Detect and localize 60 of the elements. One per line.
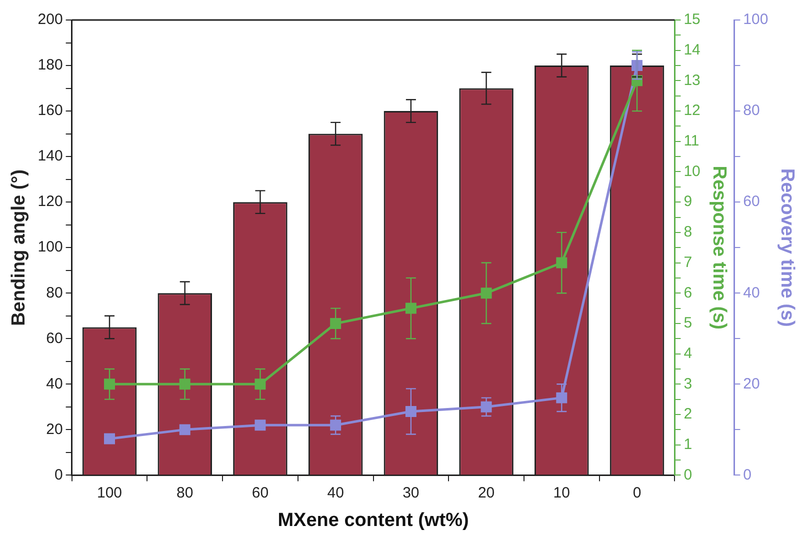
x-tick-label: 30 (402, 484, 420, 502)
y-tick-label: 100 (38, 238, 63, 256)
y2-tick-label: 10 (684, 162, 700, 180)
y2-tick-label: 13 (684, 72, 700, 89)
y-tick-label: 60 (46, 330, 63, 347)
point (104, 378, 115, 390)
y-tick-label: 140 (38, 148, 63, 165)
x-axis-title: MXene content (wt%) (278, 510, 469, 531)
point (179, 378, 190, 390)
y-tick-label: 20 (46, 420, 63, 438)
point (254, 420, 266, 431)
x-tick-label: 40 (327, 484, 344, 502)
y-tick-label: 80 (46, 284, 63, 302)
x-tick-label: 20 (478, 484, 495, 502)
y2-tick-label: 4 (684, 344, 692, 362)
point (632, 60, 643, 72)
point (104, 433, 115, 444)
x-tick-label: 10 (553, 484, 570, 502)
x-tick-label: 100 (96, 484, 122, 502)
point (179, 424, 190, 436)
x-tick-label: 60 (252, 484, 269, 502)
y2-tick-label: 12 (684, 102, 700, 120)
y2-tick-label: 6 (684, 284, 692, 302)
y2-axis-title: Response time (s) (708, 166, 730, 330)
y3-axis-title: Recovery time (s) (776, 168, 798, 327)
x-tick-label: 80 (176, 484, 194, 502)
point (480, 288, 492, 299)
y-tick-label: 180 (38, 56, 63, 74)
y-tick-label: 0 (54, 466, 63, 484)
point (405, 406, 416, 417)
point (330, 420, 342, 431)
point (556, 257, 568, 268)
y3-tick-label: 60 (743, 193, 760, 210)
y3-tick-label: 20 (743, 375, 760, 392)
y2-tick-label: 1 (684, 436, 692, 453)
x-tick-label: 0 (632, 484, 642, 502)
y3-tick-label: 40 (743, 284, 760, 302)
y3-tick-label: 80 (743, 102, 760, 120)
y2-tick-label: 11 (684, 132, 700, 150)
y2-tick-label: 8 (684, 224, 692, 241)
y2-tick-label: 5 (684, 314, 692, 332)
y2-tick-label: 0 (684, 466, 692, 484)
y2-tick-label: 15 (684, 11, 700, 28)
y2-tick-label: 14 (684, 41, 700, 58)
point (556, 392, 568, 404)
y2-tick-label: 2 (684, 406, 692, 423)
y-tick-label: 160 (38, 102, 63, 120)
point (480, 401, 492, 412)
point (330, 318, 342, 329)
y-tick-label: 40 (46, 375, 63, 392)
y2-tick-label: 9 (684, 193, 692, 210)
y2-tick-label: 7 (684, 254, 692, 271)
y-tick-label: 120 (38, 193, 63, 210)
y2-tick-label: 3 (684, 375, 692, 392)
y-axis-title: Bending angle (°) (8, 169, 30, 326)
point (254, 378, 266, 390)
y-tick-label: 200 (38, 11, 63, 28)
y3-tick-label: 0 (743, 466, 752, 484)
y3-tick-label: 100 (743, 11, 768, 28)
point (405, 302, 416, 314)
